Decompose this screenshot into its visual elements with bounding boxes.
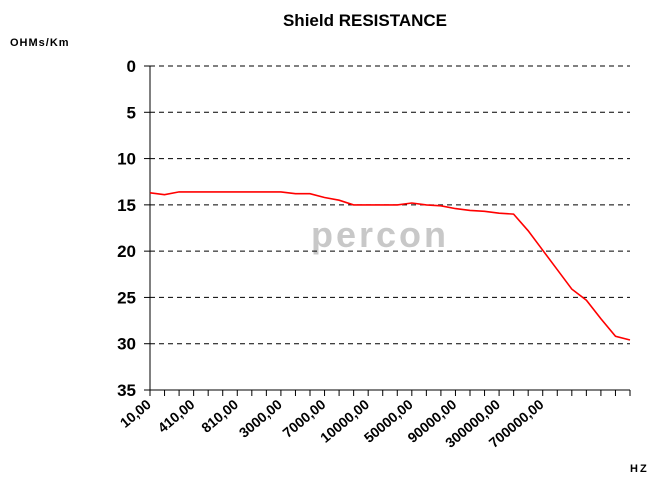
y-tick-label: 35 (117, 381, 136, 400)
x-tick-label: 410,00 (154, 396, 197, 436)
x-tick-label: 10,00 (117, 396, 154, 431)
y-tick-label: 5 (127, 103, 136, 122)
y-tick-label: 0 (127, 57, 136, 76)
y-tick-label: 15 (117, 196, 136, 215)
x-tick-label: 3000,00 (236, 396, 285, 441)
watermark: percon (311, 214, 449, 255)
line-series (149, 191, 631, 341)
y-tick-label: 10 (117, 150, 136, 169)
y-axis-label: OHMs/Km (10, 37, 70, 49)
x-axis-label: HZ (630, 463, 649, 475)
y-tick-label: 25 (117, 288, 136, 307)
chart-title: Shield RESISTANCE (283, 11, 447, 30)
y-tick-label: 20 (117, 242, 136, 261)
x-tick-label: 810,00 (198, 396, 241, 436)
y-tick-label: 30 (117, 335, 136, 354)
